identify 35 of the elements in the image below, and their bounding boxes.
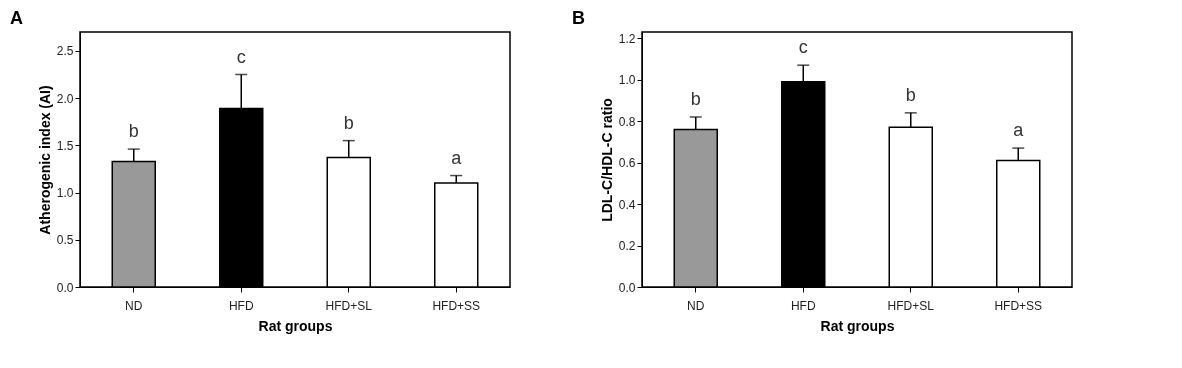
y-tick-label: 2.5 xyxy=(56,44,74,59)
x-axis-title: Rat groups xyxy=(820,317,895,334)
annotation: c xyxy=(798,37,808,58)
chart-title: A xyxy=(10,8,23,28)
x-tick-label: HFD xyxy=(790,298,816,313)
y-tick-label: 0.0 xyxy=(56,280,74,295)
annotation: b xyxy=(128,121,139,142)
y-axis-title: Atherogenic index (AI) xyxy=(36,85,53,235)
y-tick-label: 0.0 xyxy=(618,280,636,295)
annotation: b xyxy=(343,112,354,133)
x-tick-label: HFD+SL xyxy=(325,298,373,313)
y-tick-label: 1.0 xyxy=(56,186,74,201)
x-tick-label: HFD xyxy=(228,298,254,313)
annotation: b xyxy=(905,84,916,105)
annotation: b xyxy=(690,89,701,109)
y-tick-label: 0.5 xyxy=(56,233,74,248)
x-tick-label: HFD+SS xyxy=(994,298,1043,313)
x-axis-title: Rat groups xyxy=(258,317,333,334)
annotation: a xyxy=(1013,120,1025,141)
y-tick-label: 0.6 xyxy=(618,156,636,171)
chart-title: B xyxy=(572,8,585,28)
annotation: c xyxy=(236,46,246,67)
y-tick-label: 1.0 xyxy=(618,73,636,88)
x-tick-label: ND xyxy=(687,298,705,313)
x-tick-label: ND xyxy=(125,298,143,313)
y-axis-title: LDL-C/HDL-C ratio xyxy=(598,98,615,222)
y-tick-label: 2.0 xyxy=(56,91,74,106)
x-tick-label: HFD+SS xyxy=(432,298,481,313)
y-tick-label: 0.4 xyxy=(618,197,636,212)
y-tick-label: 0.8 xyxy=(618,114,636,129)
annotation: a xyxy=(451,147,463,168)
y-tick-label: 1.2 xyxy=(618,31,636,46)
y-tick-label: 0.2 xyxy=(618,239,636,254)
x-tick-label: HFD+SL xyxy=(887,298,935,313)
y-tick-label: 1.5 xyxy=(56,138,74,153)
